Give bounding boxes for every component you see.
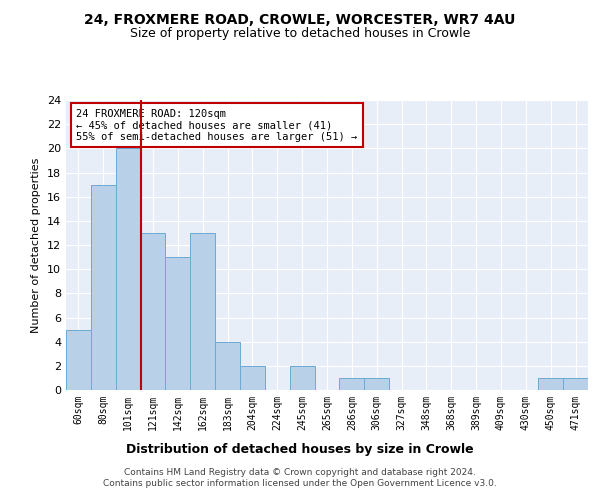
Bar	[190, 233, 215, 390]
Bar	[340, 378, 364, 390]
Bar	[290, 366, 314, 390]
Text: Distribution of detached houses by size in Crowle: Distribution of detached houses by size …	[126, 442, 474, 456]
Bar	[91, 184, 116, 390]
Bar	[215, 342, 240, 390]
Bar	[563, 378, 588, 390]
Bar	[364, 378, 389, 390]
Bar	[116, 148, 140, 390]
Text: 24, FROXMERE ROAD, CROWLE, WORCESTER, WR7 4AU: 24, FROXMERE ROAD, CROWLE, WORCESTER, WR…	[85, 12, 515, 26]
Text: Contains HM Land Registry data © Crown copyright and database right 2024.
Contai: Contains HM Land Registry data © Crown c…	[103, 468, 497, 487]
Bar	[166, 257, 190, 390]
Bar	[66, 330, 91, 390]
Text: Size of property relative to detached houses in Crowle: Size of property relative to detached ho…	[130, 28, 470, 40]
Bar	[240, 366, 265, 390]
Y-axis label: Number of detached properties: Number of detached properties	[31, 158, 41, 332]
Bar	[538, 378, 563, 390]
Text: 24 FROXMERE ROAD: 120sqm
← 45% of detached houses are smaller (41)
55% of semi-d: 24 FROXMERE ROAD: 120sqm ← 45% of detach…	[76, 108, 358, 142]
Bar	[140, 233, 166, 390]
